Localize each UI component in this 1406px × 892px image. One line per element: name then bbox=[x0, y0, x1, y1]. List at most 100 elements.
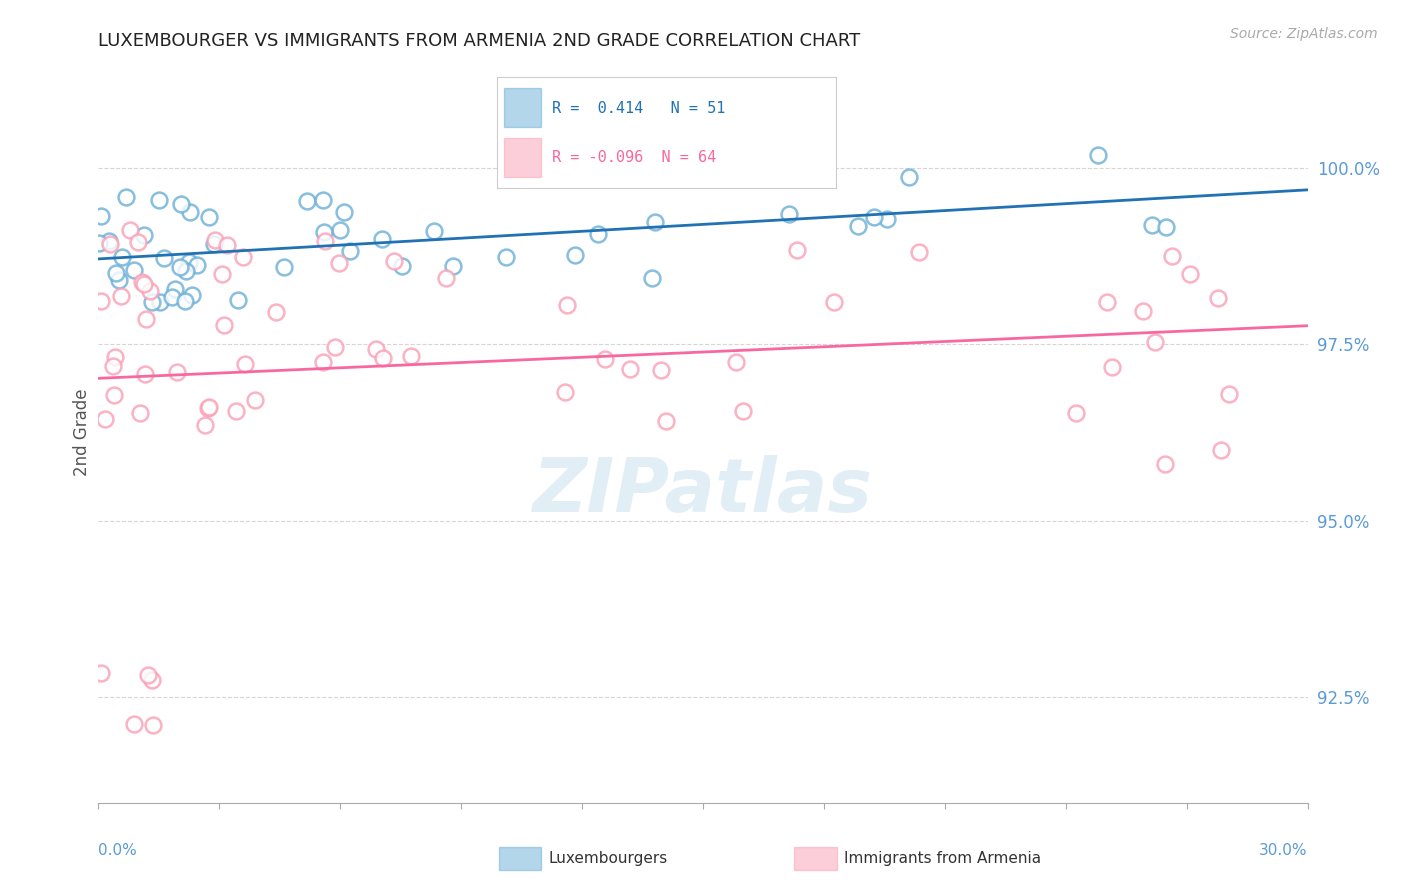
Point bbox=[553, 384, 575, 399]
Point bbox=[1211, 443, 1233, 458]
Point bbox=[823, 295, 845, 310]
Point bbox=[233, 357, 256, 371]
Point bbox=[314, 235, 336, 249]
Point bbox=[371, 351, 394, 365]
Point bbox=[169, 260, 191, 274]
Point bbox=[111, 250, 134, 264]
Point bbox=[333, 205, 356, 219]
Point bbox=[226, 293, 249, 308]
Point bbox=[1101, 359, 1123, 374]
Point bbox=[328, 256, 350, 270]
Point bbox=[1218, 386, 1240, 401]
Point bbox=[194, 418, 217, 433]
Point bbox=[339, 244, 361, 259]
Point bbox=[564, 248, 586, 262]
Point bbox=[166, 365, 188, 379]
Point bbox=[148, 193, 170, 207]
Point bbox=[198, 210, 221, 224]
Point bbox=[186, 258, 208, 272]
Point bbox=[1064, 406, 1087, 420]
Text: 0.0%: 0.0% bbox=[98, 843, 138, 858]
Point bbox=[1132, 304, 1154, 318]
Point bbox=[214, 318, 236, 332]
Point bbox=[153, 251, 176, 265]
Point bbox=[1143, 334, 1166, 349]
Point bbox=[232, 250, 254, 264]
Y-axis label: 2nd Grade: 2nd Grade bbox=[73, 389, 91, 476]
Point bbox=[423, 224, 446, 238]
Point bbox=[786, 243, 808, 257]
Point bbox=[441, 260, 464, 274]
Point bbox=[103, 387, 125, 401]
Point bbox=[127, 235, 149, 249]
Point bbox=[897, 170, 920, 185]
Point bbox=[1154, 219, 1177, 234]
Point bbox=[134, 367, 156, 381]
Text: Source: ZipAtlas.com: Source: ZipAtlas.com bbox=[1230, 27, 1378, 41]
Point bbox=[1208, 291, 1230, 305]
Point bbox=[179, 205, 201, 219]
Text: 30.0%: 30.0% bbox=[1260, 843, 1308, 858]
Point bbox=[225, 404, 247, 418]
Point bbox=[364, 343, 387, 357]
Point bbox=[1154, 458, 1177, 472]
Point bbox=[329, 223, 352, 237]
Point bbox=[778, 207, 800, 221]
Point bbox=[273, 260, 295, 275]
Point bbox=[202, 236, 225, 251]
Point bbox=[434, 270, 457, 285]
Point bbox=[908, 245, 931, 260]
Point bbox=[141, 295, 163, 310]
Point bbox=[1095, 295, 1118, 310]
Point bbox=[1087, 148, 1109, 162]
Point bbox=[162, 290, 184, 304]
Point bbox=[595, 351, 617, 366]
Point bbox=[132, 277, 155, 291]
Point bbox=[135, 312, 157, 326]
Point bbox=[295, 194, 318, 208]
Point bbox=[141, 673, 163, 688]
Point bbox=[644, 215, 666, 229]
Point bbox=[108, 273, 131, 287]
Point bbox=[118, 223, 141, 237]
Point bbox=[370, 232, 392, 246]
Point bbox=[399, 350, 422, 364]
Text: LUXEMBOURGER VS IMMIGRANTS FROM ARMENIA 2ND GRADE CORRELATION CHART: LUXEMBOURGER VS IMMIGRANTS FROM ARMENIA … bbox=[98, 32, 860, 50]
Point bbox=[862, 210, 884, 224]
Point bbox=[555, 298, 578, 312]
Point bbox=[131, 275, 153, 289]
Point bbox=[243, 392, 266, 407]
Point bbox=[1140, 218, 1163, 232]
Point bbox=[197, 401, 219, 416]
Point bbox=[198, 401, 221, 415]
Point bbox=[217, 238, 239, 252]
Point bbox=[174, 264, 197, 278]
Text: ZIPatlas: ZIPatlas bbox=[533, 455, 873, 528]
Point bbox=[650, 363, 672, 377]
Point bbox=[149, 295, 172, 310]
Point bbox=[796, 161, 818, 175]
Point bbox=[177, 255, 200, 269]
Point bbox=[312, 355, 335, 369]
Point bbox=[495, 250, 517, 264]
Point bbox=[211, 267, 233, 281]
Point bbox=[731, 404, 754, 418]
Point bbox=[876, 211, 898, 226]
Point bbox=[132, 228, 155, 243]
Point bbox=[129, 406, 152, 420]
Point bbox=[87, 235, 110, 250]
Point bbox=[314, 225, 336, 239]
Point bbox=[101, 359, 124, 374]
Point bbox=[98, 236, 121, 251]
Point bbox=[104, 266, 127, 280]
Point bbox=[142, 718, 165, 732]
Point bbox=[312, 194, 335, 208]
Point bbox=[391, 260, 413, 274]
Point bbox=[641, 270, 664, 285]
Point bbox=[384, 253, 406, 268]
Point bbox=[136, 667, 159, 681]
Point bbox=[122, 263, 145, 277]
Point bbox=[846, 219, 869, 234]
Point bbox=[619, 361, 641, 376]
Point bbox=[264, 305, 287, 319]
